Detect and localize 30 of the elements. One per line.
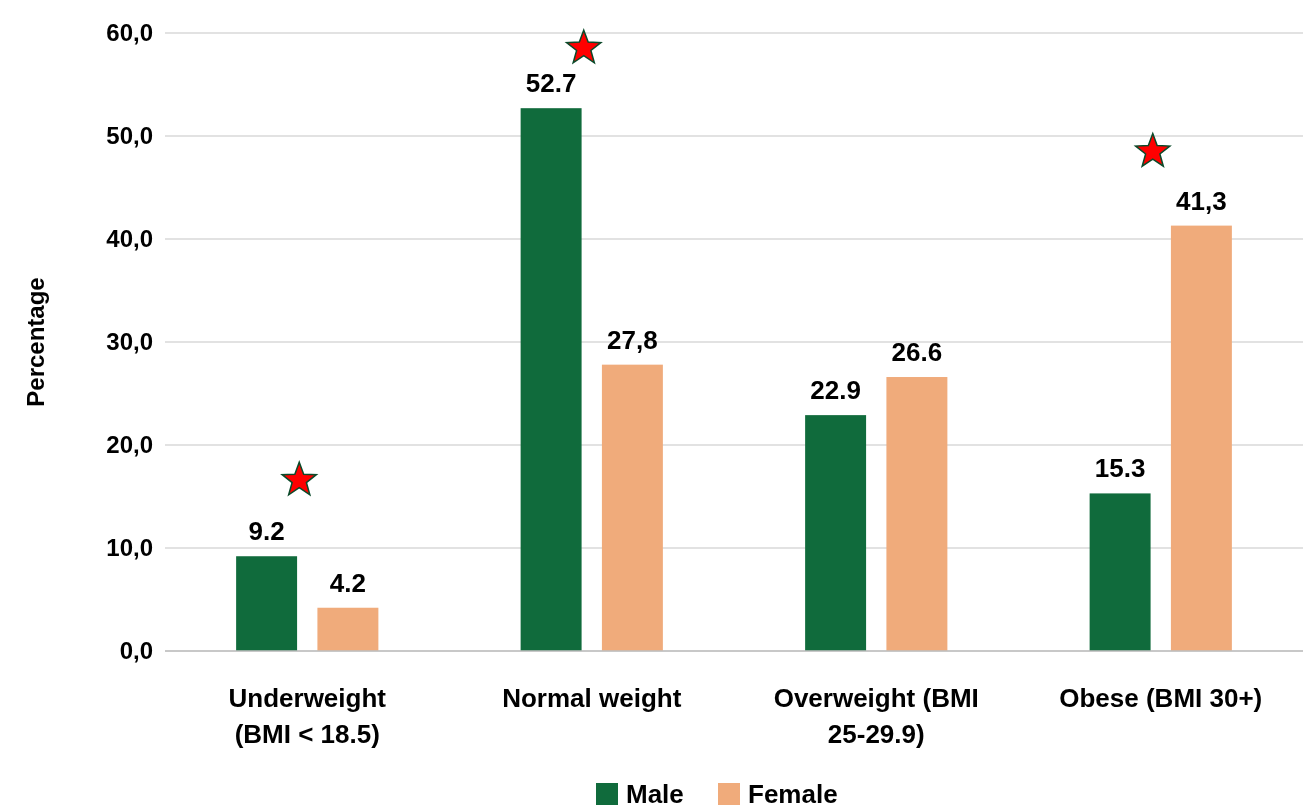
bar — [601, 364, 663, 651]
y-tick-label: 40,0 — [106, 225, 153, 253]
x-tick-label: Overweight (BMI 25-29.9) — [773, 683, 979, 749]
data-label: 4.2 — [329, 567, 366, 598]
bar — [236, 556, 298, 651]
y-tick-label: 60,0 — [106, 19, 153, 47]
bar — [1089, 493, 1151, 651]
x-tick-label: Normal weight — [502, 683, 682, 713]
data-label: 15.3 — [1094, 453, 1146, 484]
y-tick-label: 20,0 — [106, 431, 153, 459]
bar — [886, 377, 948, 651]
data-label: 22.9 — [810, 375, 861, 406]
bar — [1170, 225, 1232, 651]
data-label: 41,3 — [1176, 185, 1227, 216]
data-label: 52.7 — [525, 68, 577, 99]
bar — [520, 108, 582, 651]
x-tick-label: Obese (BMI 30+) — [1059, 683, 1263, 713]
y-tick-label: 30,0 — [106, 328, 153, 356]
data-label: 9.2 — [248, 516, 285, 547]
y-tick-label: 10,0 — [106, 534, 153, 562]
legend-label: Male — [626, 779, 684, 810]
bar — [805, 415, 867, 651]
data-label: 27,8 — [607, 324, 658, 355]
y-tick-label: 0,0 — [119, 637, 153, 665]
bar — [317, 607, 379, 651]
y-axis-title: Percentage — [22, 277, 49, 407]
legend-label: Female — [748, 779, 838, 810]
x-tick-label: Underweight (BMI < 18.5) — [228, 683, 387, 749]
data-label: 26.6 — [891, 337, 943, 368]
y-tick-label: 50,0 — [106, 122, 153, 150]
